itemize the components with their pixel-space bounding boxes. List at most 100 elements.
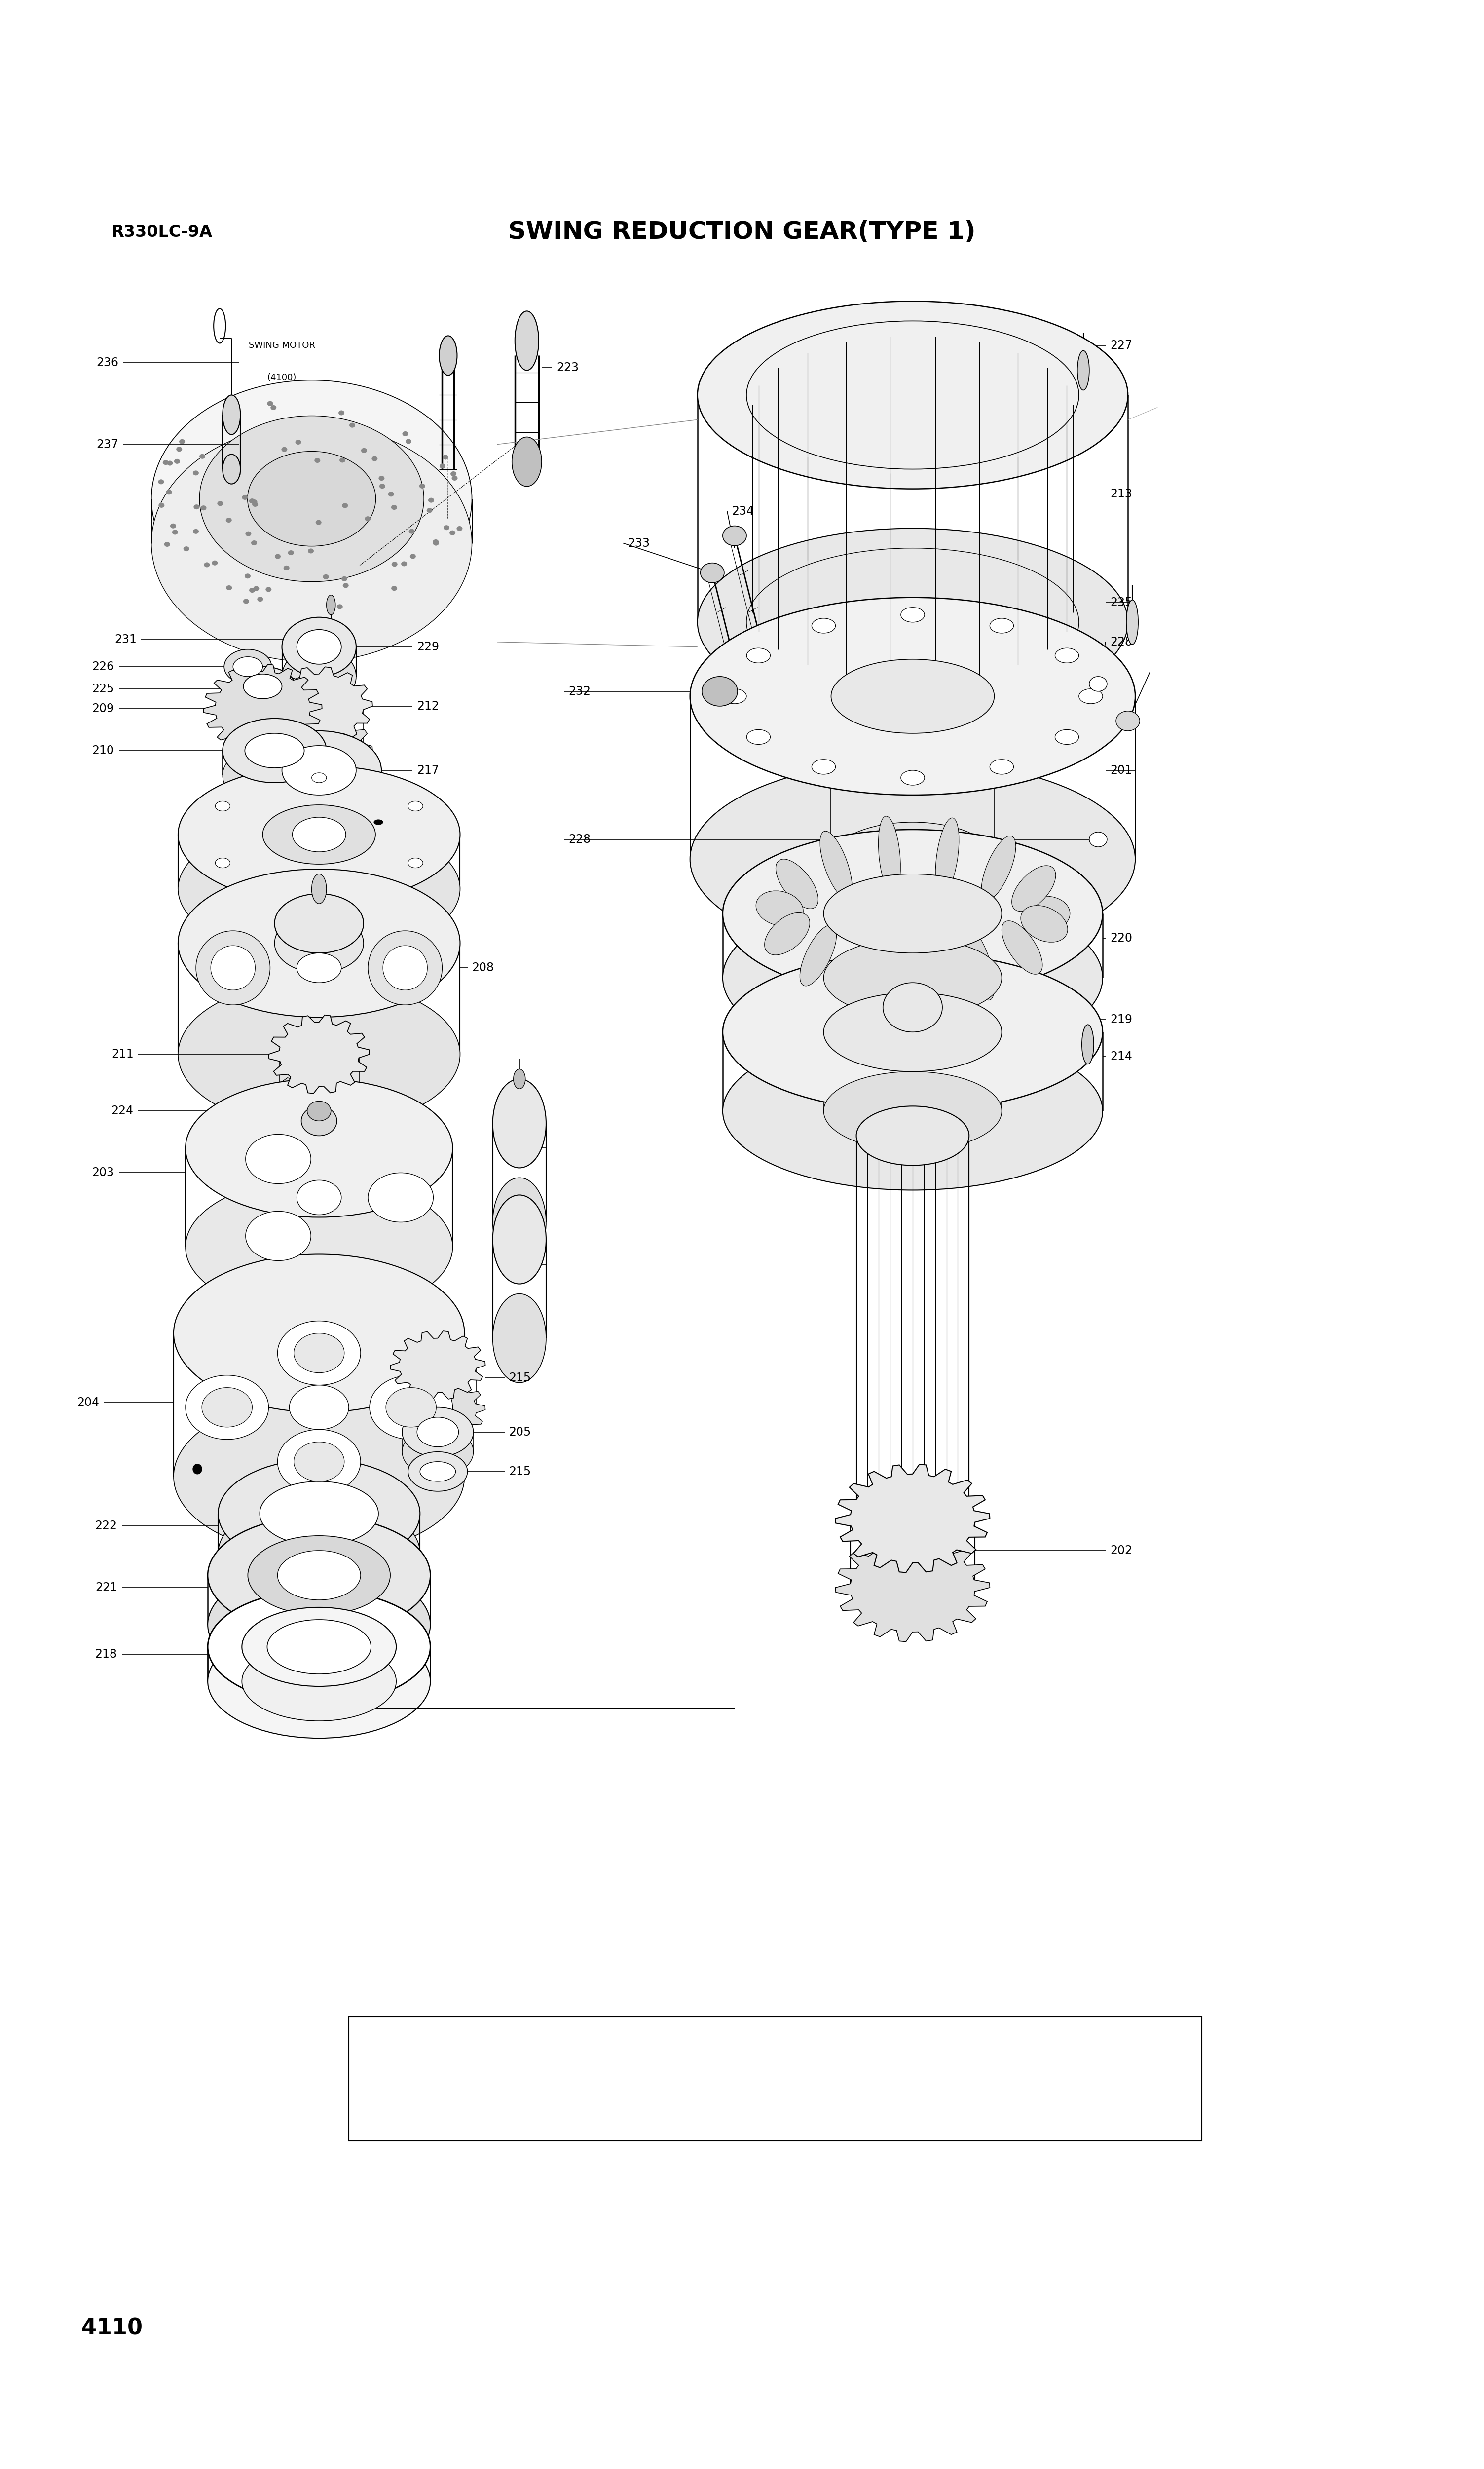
Ellipse shape [278,1430,361,1494]
Ellipse shape [824,1072,1002,1151]
Ellipse shape [700,563,724,583]
Ellipse shape [229,459,234,464]
Ellipse shape [493,1294,546,1383]
Ellipse shape [246,1133,312,1183]
Text: Description: Description [497,2042,559,2052]
Ellipse shape [371,457,377,462]
Ellipse shape [776,859,818,909]
Text: 208: 208 [472,963,494,973]
Ellipse shape [444,526,450,531]
Ellipse shape [292,817,346,852]
Ellipse shape [392,504,398,509]
Text: 205: 205 [509,1427,531,1437]
Ellipse shape [343,583,349,588]
Ellipse shape [433,538,439,543]
Ellipse shape [301,1106,337,1136]
Ellipse shape [163,459,169,464]
Text: 232: 232 [568,686,591,696]
Ellipse shape [202,1388,252,1427]
Ellipse shape [457,526,463,531]
Ellipse shape [297,1180,341,1215]
Ellipse shape [1012,867,1055,911]
Ellipse shape [242,494,248,499]
Ellipse shape [426,509,432,514]
Ellipse shape [408,528,414,533]
Ellipse shape [248,452,375,546]
Ellipse shape [159,504,165,509]
Ellipse shape [275,914,364,973]
Ellipse shape [174,1397,464,1555]
Ellipse shape [193,1464,202,1474]
Ellipse shape [252,501,258,506]
Ellipse shape [1055,731,1079,746]
Polygon shape [203,664,322,753]
Ellipse shape [405,439,411,444]
Ellipse shape [282,447,288,452]
Ellipse shape [392,563,398,568]
Ellipse shape [856,1106,969,1165]
Ellipse shape [723,526,746,546]
Text: 234: 234 [732,506,754,516]
Ellipse shape [981,837,1015,901]
Ellipse shape [831,822,994,896]
Ellipse shape [242,1607,396,1686]
Ellipse shape [226,518,232,523]
Ellipse shape [512,437,542,486]
Ellipse shape [196,931,270,1005]
Ellipse shape [824,938,1002,1017]
Ellipse shape [723,894,1103,1062]
Ellipse shape [193,528,199,533]
Ellipse shape [856,1476,969,1536]
Ellipse shape [165,541,171,546]
Ellipse shape [1089,677,1107,691]
Ellipse shape [236,472,242,477]
Ellipse shape [340,457,346,462]
Ellipse shape [282,647,356,706]
Ellipse shape [260,1481,378,1546]
Ellipse shape [245,531,251,536]
Text: (4100): (4100) [267,373,297,383]
Ellipse shape [267,1620,371,1674]
Text: 212: 212 [417,701,439,711]
Ellipse shape [341,575,347,580]
Text: 215: 215 [509,1467,531,1476]
Text: 224: 224 [111,1106,134,1116]
Ellipse shape [341,504,347,509]
Ellipse shape [245,573,251,578]
Polygon shape [269,1015,370,1094]
Text: 202: 202 [1110,1546,1132,1555]
Ellipse shape [294,1442,344,1481]
Ellipse shape [439,464,445,469]
Ellipse shape [812,760,835,775]
Text: 206: 206 [509,1143,531,1153]
Ellipse shape [230,667,295,706]
Ellipse shape [410,553,416,558]
Ellipse shape [723,953,1103,1111]
Ellipse shape [172,531,178,536]
Text: 217: 217 [417,765,439,775]
Text: 215: 215 [509,1373,531,1383]
Ellipse shape [218,1459,420,1568]
Text: 201: 201 [1110,765,1132,775]
Text: 229: 229 [417,642,439,652]
Text: 227: 227 [1110,341,1132,351]
Text: 220: 220 [1110,933,1132,943]
Text: 207: 207 [509,1259,531,1269]
Ellipse shape [159,479,165,484]
Ellipse shape [901,770,925,785]
Ellipse shape [493,1195,546,1284]
Ellipse shape [451,477,457,481]
Ellipse shape [178,820,460,958]
Ellipse shape [282,617,356,677]
Ellipse shape [151,425,472,662]
Ellipse shape [368,1173,433,1222]
Ellipse shape [723,1032,1103,1190]
Ellipse shape [429,499,435,504]
Ellipse shape [349,422,355,427]
Ellipse shape [212,560,218,565]
Ellipse shape [408,1452,467,1491]
Ellipse shape [493,1178,546,1267]
Ellipse shape [270,405,276,410]
Ellipse shape [242,1642,396,1721]
Ellipse shape [208,1516,430,1634]
